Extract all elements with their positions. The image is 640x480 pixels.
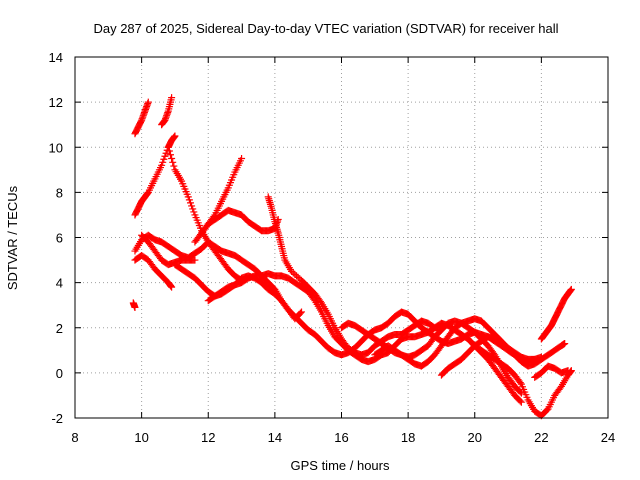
y-axis-label: SDTVAR / TECUs xyxy=(5,185,20,290)
y-tick-label: 14 xyxy=(49,50,63,65)
x-axis-label: GPS time / hours xyxy=(291,458,390,473)
series-track-9 xyxy=(191,206,282,246)
data-point-marker xyxy=(191,256,199,264)
data-point-marker xyxy=(288,267,296,275)
y-tick-label: 10 xyxy=(49,140,63,155)
x-tick-label: 18 xyxy=(401,430,415,445)
series-track-10 xyxy=(198,155,246,237)
x-tick-label: 8 xyxy=(71,430,78,445)
series-track-2 xyxy=(129,299,139,311)
data-point-marker xyxy=(294,273,302,281)
data-point-marker xyxy=(164,143,172,151)
data-point-marker xyxy=(186,199,194,207)
plot-border xyxy=(74,56,609,419)
data-point-marker xyxy=(291,270,299,278)
data-point-marker xyxy=(296,309,304,317)
data-point-marker xyxy=(517,389,525,397)
data-markers xyxy=(129,94,575,420)
series-track-19 xyxy=(531,362,572,381)
data-point-marker xyxy=(210,212,218,220)
data-point-marker xyxy=(561,340,569,348)
data-point-marker xyxy=(161,152,169,160)
data-point-marker xyxy=(189,205,197,213)
data-point-marker xyxy=(567,285,575,293)
data-point-marker xyxy=(184,193,192,201)
data-point-marker xyxy=(169,158,177,166)
data-point-marker xyxy=(289,269,297,277)
data-point-marker xyxy=(564,367,572,375)
y-tick-label: 6 xyxy=(56,231,63,246)
data-point-marker xyxy=(516,379,524,387)
data-point-marker xyxy=(168,283,176,291)
series-track-15 xyxy=(371,319,525,397)
y-tick-label: -2 xyxy=(51,411,63,426)
data-point-marker xyxy=(168,94,176,102)
data-point-marker xyxy=(166,151,174,159)
data-point-marker xyxy=(165,147,173,155)
y-tick-label: 12 xyxy=(49,95,63,110)
series-track-18 xyxy=(537,285,575,343)
chart-title: Day 287 of 2025, Sidereal Day-to-day VTE… xyxy=(93,21,558,36)
y-tick-label: 2 xyxy=(56,321,63,336)
data-point-marker xyxy=(170,162,178,170)
data-point-marker xyxy=(158,161,166,169)
data-point-marker xyxy=(144,98,152,106)
series-track-17 xyxy=(464,335,525,406)
series-track-7 xyxy=(131,252,176,291)
x-tick-label: 12 xyxy=(201,430,215,445)
data-point-marker xyxy=(298,308,306,316)
grid-lines xyxy=(75,57,608,418)
x-tick-label: 24 xyxy=(601,430,615,445)
x-tick-label: 14 xyxy=(268,430,282,445)
y-tick-label: 4 xyxy=(56,276,63,291)
y-tick-label: 0 xyxy=(56,366,63,381)
data-point-marker xyxy=(517,398,525,406)
data-point-marker xyxy=(160,155,168,163)
data-point-marker xyxy=(516,388,524,396)
data-point-marker xyxy=(159,158,167,166)
series-track-16 xyxy=(437,333,569,379)
x-tick-label: 10 xyxy=(134,430,148,445)
x-tick-label: 22 xyxy=(534,430,548,445)
series-track-1 xyxy=(131,98,152,138)
x-tick-label: 16 xyxy=(334,430,348,445)
series-track-4 xyxy=(158,94,176,129)
data-point-marker xyxy=(185,196,193,204)
y-tick-label: 8 xyxy=(56,185,63,200)
data-point-marker xyxy=(293,272,301,280)
data-point-marker xyxy=(190,208,198,216)
data-point-marker xyxy=(188,202,196,210)
data-point-marker xyxy=(168,155,176,163)
data-point-marker xyxy=(516,397,524,405)
data-point-marker xyxy=(171,132,179,140)
data-point-marker xyxy=(131,303,139,311)
data-point-marker xyxy=(238,155,246,163)
series-track-3 xyxy=(131,132,179,219)
x-tick-label: 20 xyxy=(468,430,482,445)
